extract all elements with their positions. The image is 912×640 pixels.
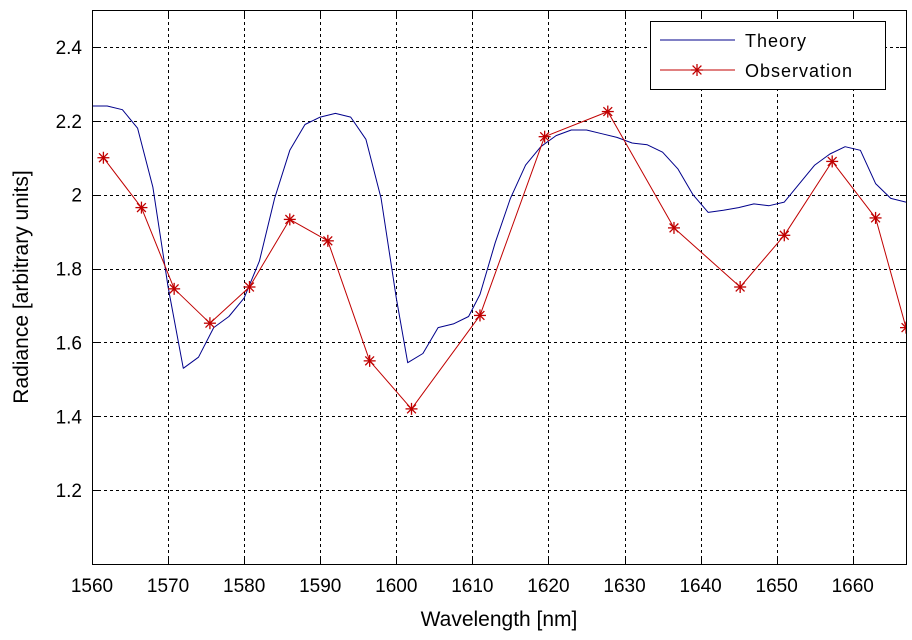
series-line-observation	[103, 111, 906, 410]
plot-frame	[92, 10, 907, 565]
y-tick-labels: 1.2 1.4 1.6 1.8 2 2.2 2.4	[56, 38, 83, 502]
series-theory	[92, 105, 906, 369]
data-point-observation	[321, 234, 334, 247]
data-point-observation	[168, 282, 181, 295]
x-tick-label: 1610	[451, 576, 493, 597]
data-point-observation	[97, 151, 110, 164]
plot-area	[92, 10, 906, 564]
data-point-observation	[869, 211, 882, 224]
legend: Theory Observation	[650, 21, 886, 90]
data-point-observation	[826, 155, 839, 168]
y-tick-label: 2.4	[56, 38, 83, 59]
y-axis-label: Radiance [arbitrary units]	[10, 170, 33, 403]
x-tick-label: 1650	[756, 576, 798, 597]
x-axis-label: Wavelength [nm]	[421, 608, 578, 631]
y-tick-label: 2.2	[56, 112, 82, 133]
legend-star-marker	[691, 64, 703, 76]
x-tick-label: 1580	[223, 576, 265, 597]
data-point-observation	[473, 309, 486, 322]
data-point-observation	[601, 105, 614, 118]
y-tick-label: 1.6	[56, 333, 82, 354]
x-tick-label: 1660	[832, 576, 874, 597]
data-point-observation	[405, 402, 418, 415]
data-point-observation	[363, 354, 376, 367]
x-tick-label: 1620	[527, 576, 569, 597]
legend-marker-observation	[691, 64, 703, 76]
x-tick-label: 1560	[71, 576, 113, 597]
legend-box	[650, 21, 886, 90]
y-tick-label: 1.8	[56, 260, 82, 281]
data-point-observation	[778, 229, 791, 242]
legend-label-observation: Observation	[745, 61, 853, 81]
y-tick-label: 1.4	[56, 407, 83, 428]
data-point-observation	[243, 281, 256, 293]
data-point-observation	[734, 281, 747, 293]
x-tick-label: 1570	[147, 576, 189, 597]
y-tick-label: 1.2	[56, 481, 82, 502]
series-line-theory	[92, 105, 906, 369]
data-point-observation	[135, 201, 148, 214]
data-point-observation	[203, 317, 216, 330]
series-layer	[92, 105, 906, 415]
x-tick-label: 1630	[603, 576, 645, 597]
data-point-observation	[900, 321, 906, 334]
ticks	[92, 10, 906, 564]
legend-label-theory: Theory	[745, 31, 807, 51]
x-tick-label: 1600	[375, 576, 417, 597]
x-tick-labels: 1560 1570 1580 1590 1600 1610 1620 1630 1640 1650…	[71, 576, 874, 597]
data-point-observation	[538, 130, 551, 143]
data-point-observation	[283, 213, 296, 226]
x-tick-label: 1590	[299, 576, 341, 597]
data-point-observation	[667, 221, 680, 234]
y-tick-label: 2	[71, 186, 82, 207]
x-tick-label: 1640	[679, 576, 721, 597]
series-observation	[97, 105, 906, 415]
